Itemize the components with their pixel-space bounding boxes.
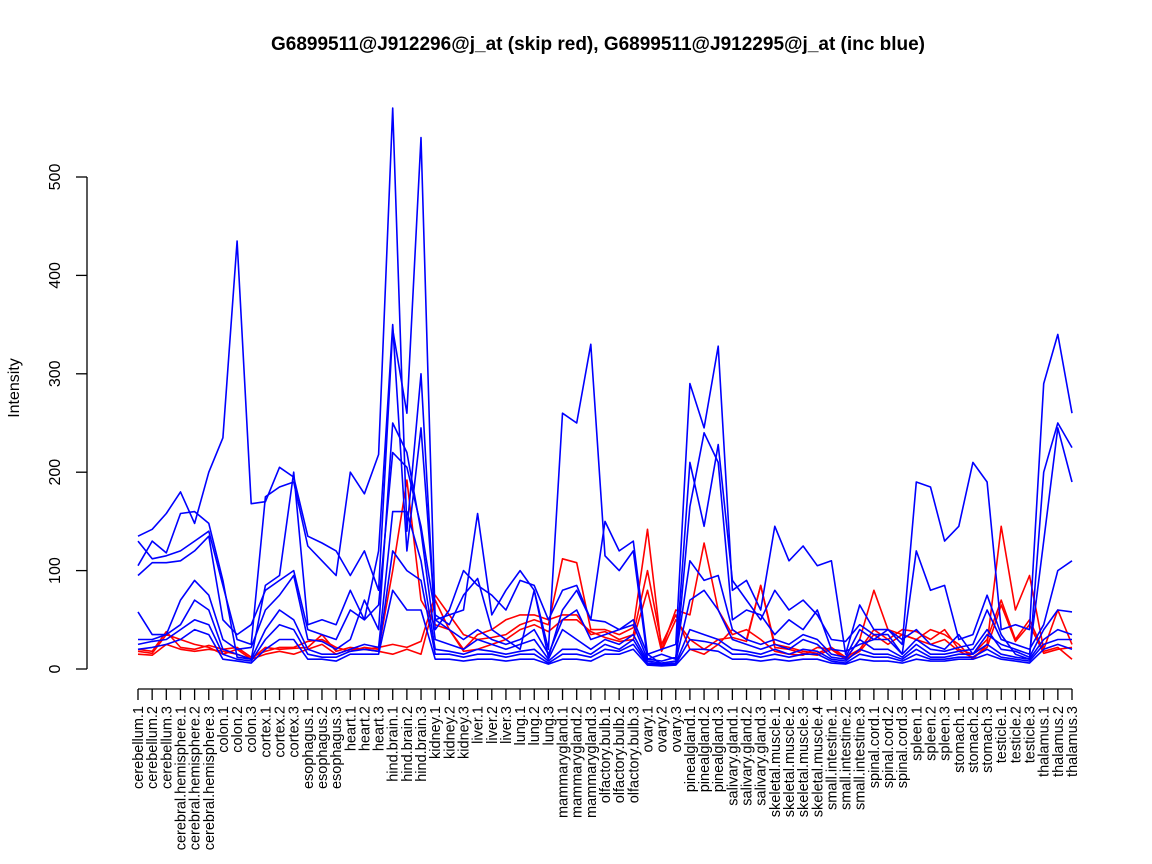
x-tick-label: olfactory.bulb.1 (598, 706, 614, 803)
x-tick-label: esophagus.1 (301, 706, 317, 789)
x-tick-label: liver.2 (485, 706, 501, 744)
x-tick-label: salivary.gland.3 (754, 706, 770, 806)
x-tick-label: thalamus.2 (1051, 706, 1067, 777)
y-tick-label: 100 (47, 557, 64, 584)
x-tick-label: cerebellum.1 (131, 706, 147, 789)
x-tick-label: mammarygland.1 (556, 706, 572, 818)
x-tick-label: stomach.2 (966, 706, 982, 773)
chart-title: G6899511@J912296@j_at (skip red), G68995… (271, 34, 925, 55)
x-tick-label: colon.2 (230, 706, 246, 753)
x-tick-label: skeletal.muscle.2 (782, 706, 798, 817)
x-tick-label: cortex.3 (287, 706, 303, 758)
x-tick-label: cortex.2 (273, 706, 289, 758)
x-tick-label: esophagus.3 (329, 706, 345, 789)
x-axis: cerebellum.1cerebellum.2cerebellum.3cere… (131, 688, 1081, 850)
x-tick-label: stomach.3 (980, 706, 996, 773)
x-tick-label: cerebellum.2 (145, 706, 161, 789)
x-tick-label: lung.1 (513, 706, 529, 746)
x-tick-label: spleen.3 (938, 706, 954, 761)
series-group (137, 107, 1073, 667)
x-tick-label: cerebral.hemisphere.2 (188, 706, 204, 850)
x-tick-label: cortex.1 (258, 706, 274, 758)
x-tick-label: lung.2 (527, 706, 543, 746)
x-tick-label: heart.3 (372, 706, 388, 751)
x-tick-label: thalamus.3 (1065, 706, 1081, 777)
x-tick-label: olfactory.bulb.3 (626, 706, 642, 803)
x-tick-label: olfactory.bulb.2 (612, 706, 628, 803)
x-tick-label: ovary.3 (669, 706, 685, 752)
x-tick-label: mammarygland.3 (584, 706, 600, 818)
x-tick-label: hind.brain.3 (414, 706, 430, 782)
x-tick-label: cerebral.hemisphere.3 (202, 706, 218, 850)
y-tick-label: 400 (47, 262, 64, 289)
x-tick-label: small.intestine.3 (853, 706, 869, 810)
inc-series-line (137, 422, 1073, 664)
x-tick-label: thalamus.1 (1037, 706, 1053, 777)
x-tick-label: pinealgland.1 (683, 706, 699, 792)
y-tick-label: 200 (47, 459, 64, 486)
x-tick-label: skeletal.muscle.3 (796, 706, 812, 817)
x-tick-label: testicle.3 (1023, 706, 1039, 763)
x-tick-label: esophagus.2 (315, 706, 331, 789)
x-tick-label: small.intestine.2 (839, 706, 855, 810)
x-tick-label: skeletal.muscle.4 (810, 706, 826, 817)
x-tick-label: salivary.gland.1 (725, 706, 741, 806)
y-tick-label: 500 (47, 164, 64, 191)
inc-series-line (138, 510, 1073, 665)
x-tick-label: hind.brain.2 (400, 706, 416, 782)
inc-series-line (137, 107, 1073, 656)
y-tick-label: 300 (47, 360, 64, 387)
x-tick-label: stomach.1 (952, 706, 968, 773)
x-tick-label: spinal.cord.2 (881, 706, 897, 788)
inc-series-line (137, 323, 1073, 662)
x-tick-label: kidney.2 (442, 706, 458, 759)
x-tick-label: small.intestine.1 (824, 706, 840, 810)
x-tick-label: kidney.1 (428, 706, 444, 759)
inc-series-line (137, 550, 1072, 666)
y-tick-label: 0 (47, 664, 64, 673)
skip-series-line (137, 479, 1073, 660)
x-tick-label: pinealgland.3 (711, 706, 727, 792)
x-tick-label: salivary.gland.2 (740, 706, 756, 806)
x-tick-label: skeletal.muscle.1 (768, 706, 784, 817)
x-tick-label: spinal.cord.3 (895, 706, 911, 788)
x-tick-label: spleen.1 (909, 706, 925, 761)
x-tick-label: testicle.2 (1008, 706, 1024, 763)
x-tick-label: testicle.1 (994, 706, 1010, 763)
x-tick-label: mammarygland.2 (570, 706, 586, 818)
x-tick-label: cerebral.hemisphere.1 (173, 706, 189, 850)
x-tick-label: liver.3 (499, 706, 515, 744)
y-axis-label: Intensity (6, 358, 23, 418)
inc-series-line (137, 589, 1073, 667)
x-tick-label: spleen.2 (923, 706, 939, 761)
x-tick-label: spinal.cord.1 (867, 706, 883, 788)
x-tick-label: hind.brain.1 (386, 706, 402, 782)
x-tick-label: lung.3 (541, 706, 557, 746)
x-tick-label: kidney.3 (456, 706, 472, 759)
x-tick-label: pinealgland.2 (697, 706, 713, 792)
x-tick-label: heart.2 (357, 706, 373, 751)
x-tick-label: colon.1 (216, 706, 232, 753)
x-tick-label: colon.3 (244, 706, 260, 753)
x-tick-label: ovary.2 (655, 706, 671, 752)
x-tick-label: heart.1 (343, 706, 359, 751)
x-tick-label: cerebellum.3 (159, 706, 175, 789)
y-axis: 0 100 200 300 400 500 (47, 164, 88, 673)
x-tick-label: liver.1 (471, 706, 487, 744)
inc-series-line (137, 427, 1073, 665)
x-tick-label: ovary.1 (640, 706, 656, 752)
